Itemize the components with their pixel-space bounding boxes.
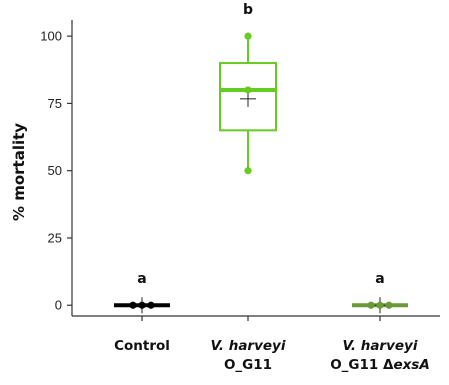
category-label-0-0: Control: [114, 338, 170, 354]
y-tick-label-0: 0: [55, 298, 62, 313]
category-label-2-0: V. harveyi: [343, 338, 418, 354]
box-group-2: [352, 297, 408, 314]
data-point-0-1: [138, 301, 146, 309]
labels: % mortality a b a Control V. harveyi O_G11 V. h…: [10, 2, 430, 373]
category-label-text: O_G11 Δ: [330, 357, 394, 373]
data-point-2-0: [367, 301, 375, 309]
box-group-1: [219, 32, 277, 175]
y-axis-label: % mortality: [10, 123, 28, 221]
y-tick-label-25: 25: [48, 230, 62, 245]
data-point-1-2: [244, 32, 252, 40]
data-point-2-2: [385, 301, 393, 309]
data-point-1-0: [244, 167, 252, 175]
category-label-2-1: O_G11 ΔexsA: [330, 357, 430, 373]
y-tick-label-50: 50: [48, 163, 62, 178]
boxes: [114, 32, 408, 314]
category-label-text: V. harveyi: [343, 338, 418, 354]
category-label-1-1: O_G11: [224, 357, 272, 373]
category-label-text: Control: [114, 338, 170, 354]
category-label-text: V. harveyi: [211, 338, 286, 354]
significance-letter-1: b: [243, 2, 253, 18]
significance-letter-2: a: [375, 271, 384, 287]
axes: 0 25 50 75 100: [40, 20, 440, 321]
data-point-1-1: [244, 86, 252, 94]
category-label-suffix: exsA: [393, 357, 429, 373]
significance-letter-0: a: [137, 271, 146, 287]
box-1: [219, 62, 277, 132]
y-tick-label-100: 100: [40, 29, 62, 44]
category-label-1-0: V. harveyi: [211, 338, 286, 354]
y-tick-label-75: 75: [48, 96, 62, 111]
data-point-0-2: [147, 301, 155, 309]
category-label-text: O_G11: [224, 357, 272, 373]
data-point-0-0: [129, 301, 137, 309]
data-point-2-1: [376, 301, 384, 309]
box-group-0: [114, 297, 170, 314]
